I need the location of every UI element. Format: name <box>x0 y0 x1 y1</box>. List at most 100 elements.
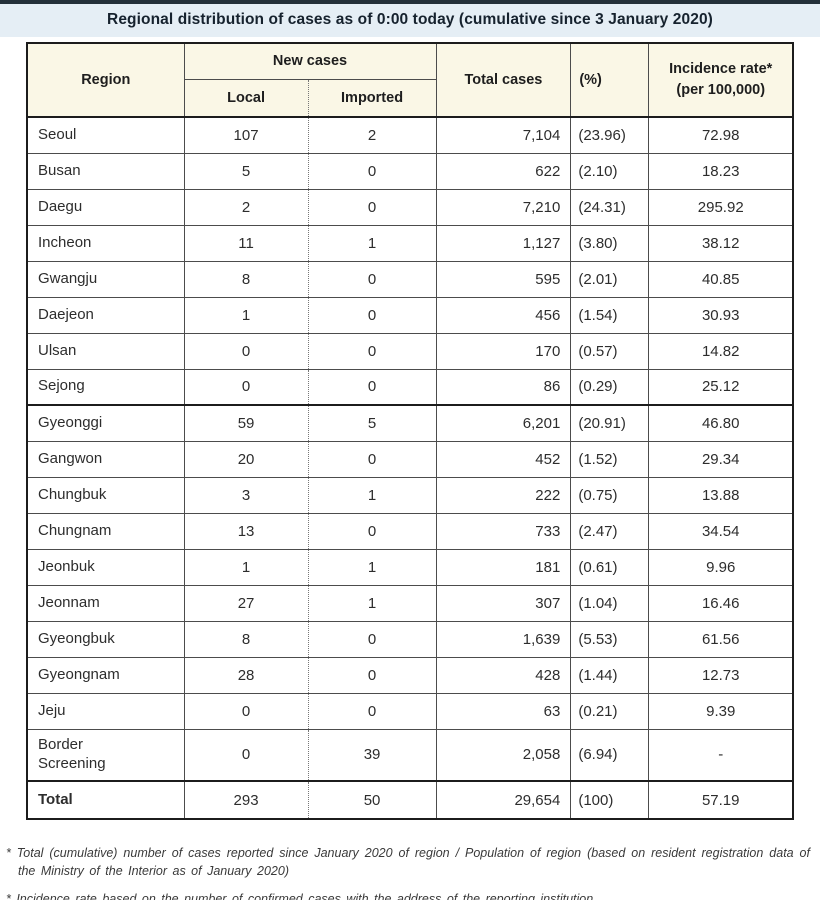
local-cases-cell: 0 <box>183 728 309 782</box>
percent-cell-text: (0.21) <box>578 702 618 720</box>
table-row: Busan 5 0 622 (2.10) 18.23 <box>26 152 794 190</box>
local-cases-cell: 8 <box>183 260 309 298</box>
column-header-imported: Imported <box>307 78 437 118</box>
incidence-rate-cell: 9.96 <box>648 548 794 586</box>
region-cell: Border Screening <box>26 728 185 782</box>
percent-cell: (0.75) <box>570 476 650 514</box>
page-title: Regional distribution of cases as of 0:0… <box>107 11 713 28</box>
total-cases-cell-text: 2,058 <box>522 746 561 764</box>
percent-cell: (2.10) <box>570 152 650 190</box>
total-cases-cell: 63 <box>435 692 572 730</box>
footnote-reporting-institution: * Incidence rate based on the number of … <box>6 892 594 900</box>
local-cases-cell-text: 20 <box>237 450 255 468</box>
region-cell: Incheon <box>26 224 185 262</box>
table-row: Border Screening 0 39 2,058 (6.94) - <box>26 728 794 782</box>
total-cases-cell: 222 <box>435 476 572 514</box>
region-cell-text: Seoul <box>38 125 77 143</box>
imported-cases-cell: 0 <box>307 260 437 298</box>
imported-cases-cell-text: 0 <box>367 630 377 648</box>
incidence-rate-cell-text: 30.93 <box>701 306 740 324</box>
incidence-rate-cell-text: 72.98 <box>701 126 740 144</box>
region-cell-text: Jeonbuk <box>38 557 95 575</box>
percent-cell: (0.61) <box>570 548 650 586</box>
imported-cases-cell: 1 <box>307 224 437 262</box>
local-cases-cell-text: 8 <box>241 270 251 288</box>
local-cases-cell-text: 3 <box>241 486 251 504</box>
region-cell: Daejeon <box>26 296 185 334</box>
total-cases-cell: 733 <box>435 512 572 550</box>
footnote-incidence-rate-definition: * Total (cumulative) number of cases rep… <box>6 846 810 879</box>
local-cases-cell: 1 <box>183 296 309 334</box>
table-row: Total 293 50 29,654 (100) 57.19 <box>26 780 794 820</box>
incidence-rate-cell: 38.12 <box>648 224 794 262</box>
percent-cell-text: (2.01) <box>578 270 618 288</box>
imported-cases-cell-text: 2 <box>367 126 377 144</box>
region-cell-text: Jeonnam <box>38 593 100 611</box>
table-row: Gwangju 8 0 595 (2.01) 40.85 <box>26 260 794 298</box>
percent-cell: (23.96) <box>570 116 650 154</box>
table-row: Daejeon 1 0 456 (1.54) 30.93 <box>26 296 794 334</box>
imported-cases-cell: 1 <box>307 548 437 586</box>
incidence-rate-cell-text: 295.92 <box>697 198 744 216</box>
imported-cases-cell-text: 0 <box>367 450 377 468</box>
incidence-rate-cell-text: 46.80 <box>701 414 740 432</box>
total-cases-cell-text: 428 <box>535 666 561 684</box>
incidence-rate-cell-text: 57.19 <box>701 791 740 809</box>
incidence-rate-cell: 9.39 <box>648 692 794 730</box>
region-cell: Total <box>26 780 185 820</box>
incidence-rate-cell: 72.98 <box>648 116 794 154</box>
region-cell-text: Gyeongbuk <box>38 629 115 647</box>
total-cases-cell: 452 <box>435 440 572 478</box>
region-cell-text: Ulsan <box>38 341 77 359</box>
incidence-rate-cell-text: - <box>718 746 724 764</box>
imported-cases-cell: 0 <box>307 296 437 334</box>
local-cases-cell-text: 2 <box>241 198 251 216</box>
total-cases-cell-text: 1,127 <box>522 234 561 252</box>
local-cases-cell-text: 0 <box>241 378 251 396</box>
local-cases-cell: 27 <box>183 584 309 622</box>
incidence-rate-cell: 46.80 <box>648 404 794 442</box>
local-cases-cell-text: 11 <box>238 234 254 252</box>
table-row: Chungbuk 3 1 222 (0.75) 13.88 <box>26 476 794 514</box>
table-row: Daegu 2 0 7,210 (24.31) 295.92 <box>26 188 794 226</box>
incidence-rate-cell: 12.73 <box>648 656 794 694</box>
percent-cell-text: (1.52) <box>578 450 618 468</box>
imported-cases-cell-text: 0 <box>367 378 377 396</box>
total-cases-cell-text: 622 <box>535 162 561 180</box>
percent-cell-text: (6.94) <box>578 746 618 764</box>
region-cell-text: Gwangju <box>38 269 98 287</box>
header-row-sub: Local Imported <box>27 78 793 118</box>
local-cases-cell-text: 13 <box>237 522 255 540</box>
total-cases-cell: 2,058 <box>435 728 572 782</box>
total-cases-cell: 86 <box>435 368 572 406</box>
top-accent-line <box>0 0 820 4</box>
imported-cases-cell-text: 1 <box>367 234 377 252</box>
table-body: Seoul 107 2 7,104 (23.96) 72.98 Busan 5 0 622 (2.1… <box>26 116 794 820</box>
incidence-rate-cell-text: 29.34 <box>701 450 740 468</box>
total-cases-cell: 595 <box>435 260 572 298</box>
local-cases-cell-text: 27 <box>237 594 255 612</box>
percent-cell: (0.29) <box>570 368 650 406</box>
incidence-rate-cell-text: 12.73 <box>701 666 740 684</box>
local-cases-cell: 20 <box>183 440 309 478</box>
incidence-rate-cell-text: 14.82 <box>701 342 740 360</box>
imported-cases-cell: 1 <box>307 584 437 622</box>
imported-cases-cell-text: 1 <box>367 486 377 504</box>
percent-cell: (100) <box>570 780 650 820</box>
total-cases-cell-text: 1,639 <box>522 630 561 648</box>
percent-cell-text: (0.61) <box>578 558 618 576</box>
imported-cases-cell: 2 <box>307 116 437 154</box>
total-cases-cell-text: 181 <box>535 558 561 576</box>
imported-cases-cell: 5 <box>307 404 437 442</box>
incidence-rate-cell-text: 40.85 <box>701 270 740 288</box>
local-cases-cell: 0 <box>183 368 309 406</box>
region-cell-text: Incheon <box>38 233 92 251</box>
local-cases-cell-text: 107 <box>233 126 259 144</box>
table-header: Region New cases Total cases (%) Inciden… <box>26 42 794 118</box>
table-row: Seoul 107 2 7,104 (23.96) 72.98 <box>26 116 794 154</box>
incidence-rate-cell: 29.34 <box>648 440 794 478</box>
incidence-rate-cell: 18.23 <box>648 152 794 190</box>
total-cases-cell-text: 222 <box>535 486 561 504</box>
local-cases-cell-text: 0 <box>241 702 251 720</box>
region-cell-text: Jeju <box>38 701 66 719</box>
